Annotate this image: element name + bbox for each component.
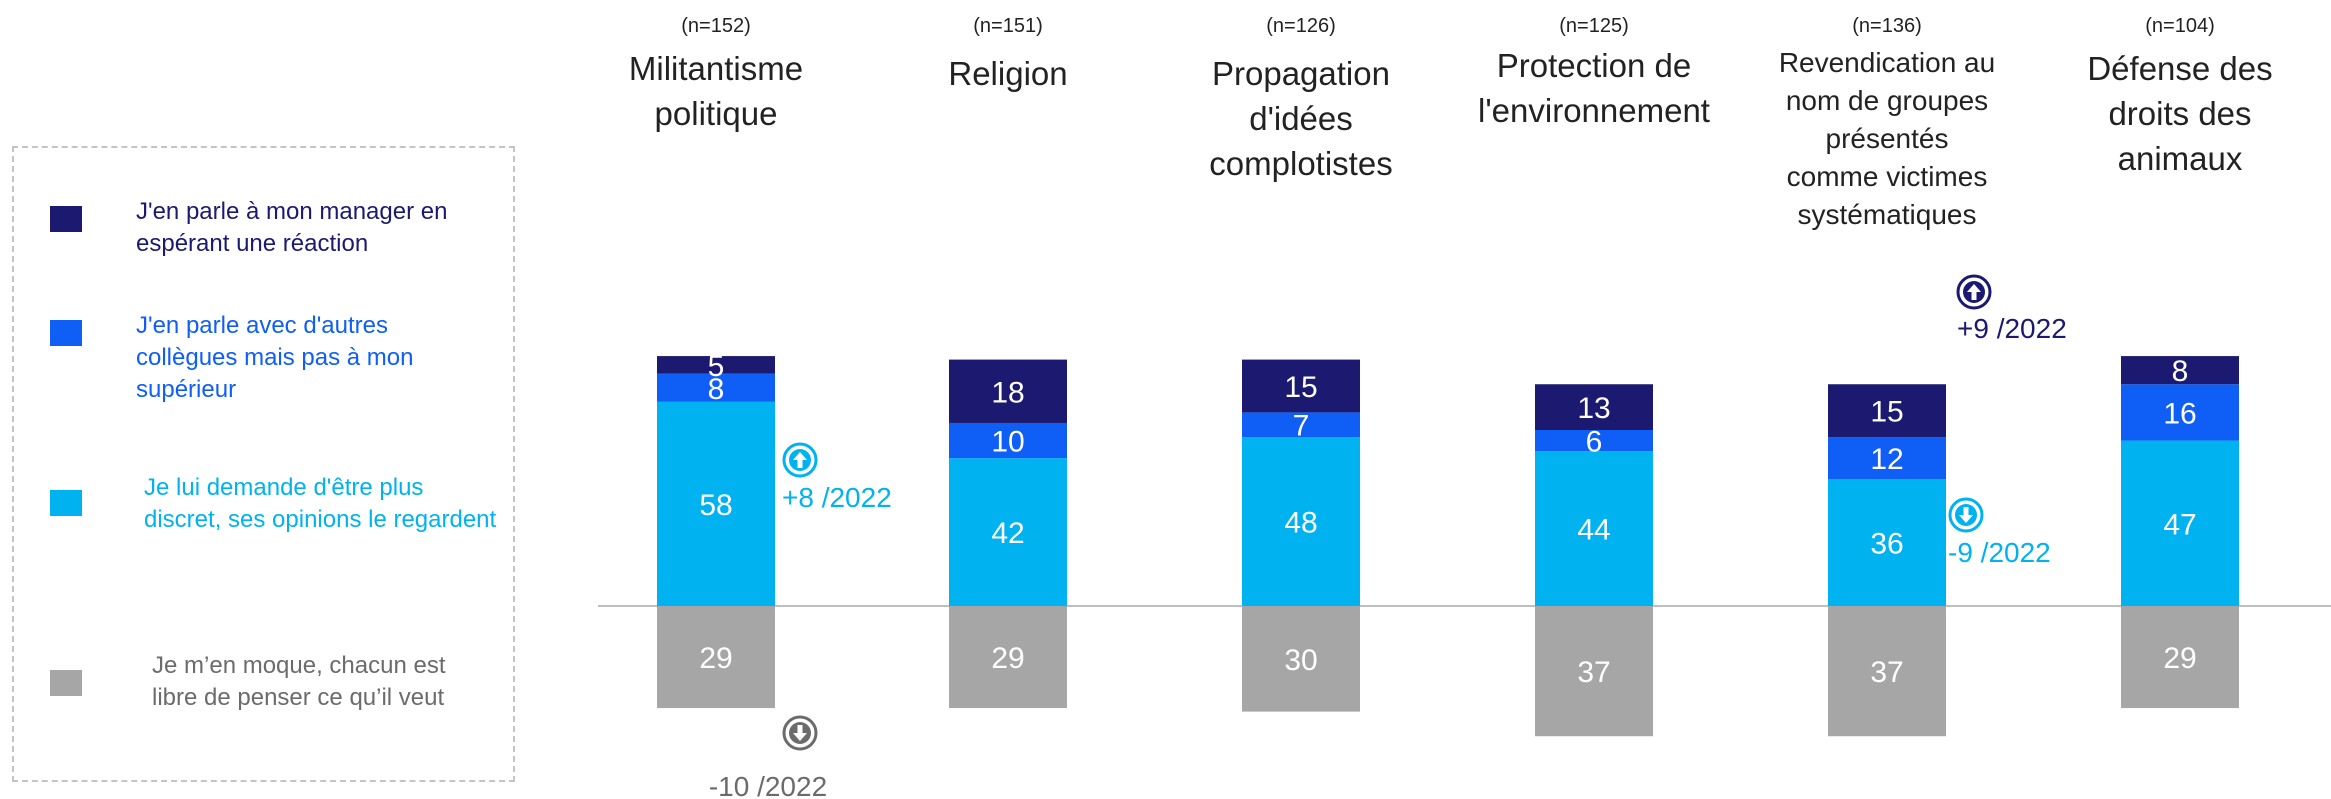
trend-annotation-label: +8 /2022 bbox=[782, 482, 892, 513]
bar-segment-discreet bbox=[1828, 479, 1946, 606]
data-label-dontcare: 29 bbox=[2163, 642, 2196, 675]
bar-segment-dontcare bbox=[657, 606, 775, 709]
data-label-colleagues: 8 bbox=[708, 373, 725, 406]
sample-size-label: (n=125) bbox=[1559, 15, 1629, 37]
category-label: Revendication au bbox=[1779, 47, 1995, 78]
bar-segment-manager bbox=[949, 359, 1067, 423]
data-label-discreet: 36 bbox=[1870, 528, 1903, 561]
bar-segment-dontcare bbox=[1242, 606, 1360, 712]
category-label: Religion bbox=[948, 55, 1067, 92]
data-label-dontcare: 37 bbox=[1870, 656, 1903, 689]
category-label: droits des bbox=[2108, 95, 2251, 132]
bar-segment-manager bbox=[657, 356, 775, 374]
trend-annotation-label: -10 /2022 bbox=[709, 771, 827, 799]
bar-segment-dontcare bbox=[949, 606, 1067, 709]
bar-segment-colleagues bbox=[657, 373, 775, 402]
legend-label-discreet: Je lui demande d'être plus discret, ses … bbox=[144, 474, 497, 533]
bar-segment-colleagues bbox=[1242, 412, 1360, 438]
category-label: complotistes bbox=[1209, 145, 1392, 182]
data-label-dontcare: 30 bbox=[1284, 644, 1317, 677]
bar-segment-discreet bbox=[1535, 451, 1653, 606]
bar-segment-manager bbox=[1828, 384, 1946, 438]
legend-swatch-manager bbox=[50, 206, 82, 232]
bar-segment-dontcare bbox=[2121, 606, 2239, 709]
trend-up-icon bbox=[782, 442, 818, 478]
bar-segment-manager bbox=[1535, 384, 1653, 430]
legend-swatch-colleagues bbox=[50, 320, 82, 346]
category-label: d'idées bbox=[1249, 100, 1353, 137]
category-label: Propagation bbox=[1212, 55, 1390, 92]
sample-size-label: (n=126) bbox=[1266, 15, 1336, 37]
bar-segment-colleagues bbox=[1828, 437, 1946, 480]
trend-down-icon bbox=[1948, 497, 1984, 533]
bar-segment-discreet bbox=[1242, 437, 1360, 606]
chart-legend: J'en parle à mon manager en espérant une… bbox=[12, 146, 515, 782]
data-label-discreet: 48 bbox=[1284, 507, 1317, 540]
category-label: comme victimes bbox=[1787, 161, 1988, 192]
bar-segment-discreet bbox=[2121, 440, 2239, 606]
data-label-colleagues: 6 bbox=[1586, 426, 1603, 459]
data-label-discreet: 47 bbox=[2163, 508, 2196, 541]
legend-swatch-dontcare bbox=[50, 670, 82, 696]
category-label: nom de groupes bbox=[1786, 85, 1988, 116]
sample-size-label: (n=152) bbox=[681, 15, 751, 37]
bar-segment-manager bbox=[1242, 359, 1360, 413]
data-label-discreet: 44 bbox=[1577, 514, 1610, 547]
data-label-manager: 8 bbox=[2172, 355, 2189, 388]
bar-segment-colleagues bbox=[949, 422, 1067, 459]
data-label-manager: 13 bbox=[1577, 392, 1610, 425]
bar-segment-discreet bbox=[949, 458, 1067, 606]
data-label-colleagues: 16 bbox=[2163, 397, 2196, 430]
trend-annotation-label: -9 /2022 bbox=[1948, 537, 2051, 568]
data-label-discreet: 58 bbox=[699, 489, 732, 522]
sample-size-label: (n=104) bbox=[2145, 15, 2215, 37]
data-label-colleagues: 10 bbox=[991, 426, 1024, 459]
trend-up-icon bbox=[1956, 274, 1992, 310]
data-label-manager: 15 bbox=[1284, 371, 1317, 404]
bar-segment-dontcare bbox=[1828, 606, 1946, 737]
data-label-colleagues: 7 bbox=[1293, 410, 1310, 443]
data-label-manager: 18 bbox=[991, 376, 1024, 409]
bar-segment-colleagues bbox=[1535, 430, 1653, 452]
data-label-dontcare: 37 bbox=[1577, 656, 1610, 689]
data-label-dontcare: 29 bbox=[991, 642, 1024, 675]
category-label: politique bbox=[655, 95, 778, 132]
data-label-manager: 15 bbox=[1870, 396, 1903, 429]
bar-segment-dontcare bbox=[1535, 606, 1653, 737]
category-label: Militantisme bbox=[629, 50, 803, 87]
category-label: animaux bbox=[2118, 140, 2243, 177]
bar-segment-colleagues bbox=[2121, 384, 2239, 441]
bar-segment-manager bbox=[2121, 356, 2239, 385]
bar-segment-discreet bbox=[657, 401, 775, 606]
trend-annotation-label: +9 /2022 bbox=[1957, 313, 2067, 344]
legend-label-manager: J'en parle à mon manager en espérant une… bbox=[136, 198, 448, 257]
data-label-manager: 5 bbox=[708, 350, 725, 383]
trend-down-icon bbox=[782, 715, 818, 751]
data-label-discreet: 42 bbox=[991, 517, 1024, 550]
legend-swatch-discreet bbox=[50, 490, 82, 516]
sample-size-label: (n=151) bbox=[973, 15, 1043, 37]
data-label-colleagues: 12 bbox=[1870, 443, 1903, 476]
category-label: Protection de bbox=[1497, 47, 1691, 84]
category-label: présentés bbox=[1826, 123, 1949, 154]
data-label-dontcare: 29 bbox=[699, 642, 732, 675]
category-label: l'environnement bbox=[1478, 92, 1710, 129]
category-label: Défense des bbox=[2087, 50, 2272, 87]
legend-label-dontcare: Je m’en moque, chacun est libre de pense… bbox=[152, 652, 446, 711]
category-label: systématiques bbox=[1798, 199, 1977, 230]
legend-label-colleagues: J'en parle avec d'autres collègues mais … bbox=[136, 312, 414, 403]
sample-size-label: (n=136) bbox=[1852, 15, 1922, 37]
